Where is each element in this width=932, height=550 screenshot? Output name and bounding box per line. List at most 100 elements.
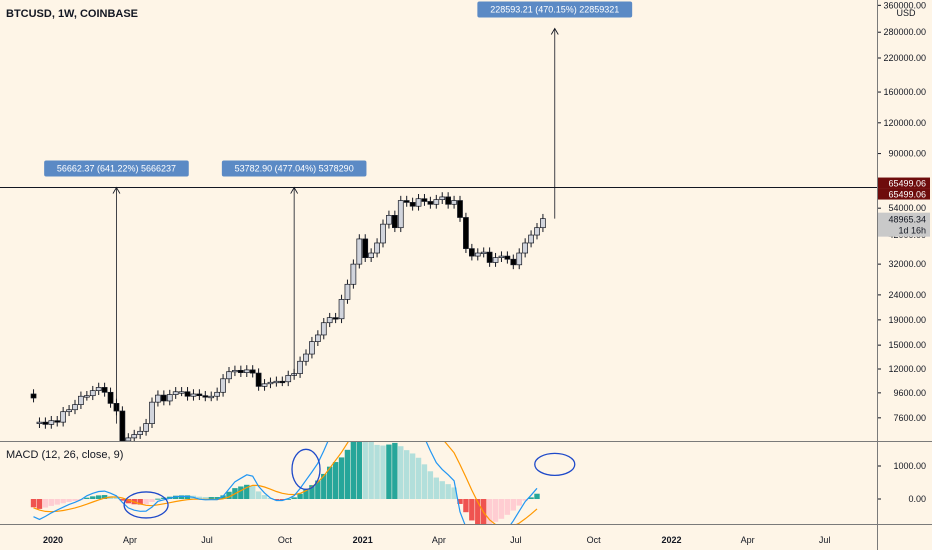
candle-body (190, 393, 197, 397)
macd-histogram-bar (421, 464, 428, 499)
macd-histogram-bar (66, 499, 72, 502)
candle-body (220, 378, 226, 393)
candle-body (314, 334, 321, 342)
macd-histogram-bar (249, 485, 256, 499)
macd-histogram-bar (30, 499, 37, 508)
candle-body (504, 255, 511, 260)
measure-arrowhead (550, 27, 559, 35)
macd-histogram-bar (155, 498, 161, 500)
macd-histogram-bar (522, 499, 528, 501)
candle-body (386, 214, 392, 225)
level-price-tag (878, 188, 930, 200)
macd-histogram-bar (42, 499, 49, 508)
measure-label: 228593.21 (470.15%) 22859321 (490, 4, 619, 14)
candle-body (54, 420, 61, 423)
macd-histogram-bar (350, 442, 357, 499)
macd-indicator-label[interactable]: MACD (12, 26, close, 9) (6, 449, 124, 461)
macd-histogram-bar (101, 495, 108, 499)
candle-body (492, 257, 499, 263)
level-price-tag-label: 65499.06 (888, 179, 926, 189)
macd-histogram-bar (48, 499, 55, 506)
candle-body (457, 200, 463, 218)
candle-body (403, 200, 410, 203)
measurement-tools[interactable]: 56662.37 (641.22%) 5666237 53782.90 (477.… (44, 1, 633, 424)
candle-body (261, 383, 268, 387)
candle-body (486, 251, 493, 263)
macd-histogram-bar (95, 495, 102, 499)
macd-histogram-bar (457, 499, 463, 504)
candle-body (273, 380, 280, 384)
candle-body (368, 252, 375, 258)
macd-histogram-bar (137, 499, 143, 505)
last-price-label: 48965.34 (888, 215, 926, 225)
price-axis[interactable]: 360000.00 280000.00 220000.00 160000.00 1200… (877, 0, 930, 423)
macd-histogram-bar (285, 498, 291, 500)
candle-body (362, 238, 369, 258)
candle-body (391, 214, 398, 229)
macd-tick-label: 1000.00 (893, 461, 926, 471)
macd-histogram-bar (72, 499, 78, 501)
macd-histogram-bar (516, 499, 522, 506)
candle-body (172, 391, 179, 395)
candle-body (540, 218, 546, 229)
time-tick-label: 2021 (353, 535, 373, 545)
macd-histogram-bar (279, 499, 286, 500)
macd-histogram-bar (368, 442, 374, 499)
macd-histogram-bar (486, 499, 493, 524)
candle-body (356, 238, 363, 265)
price-tick-label: 12000.00 (888, 364, 926, 374)
candle-body (42, 421, 49, 425)
candle-body (297, 360, 303, 374)
price-tick-label: 9600.00 (893, 388, 926, 398)
candle-body (468, 248, 475, 257)
candle-body (439, 196, 446, 200)
candle-body (237, 369, 244, 373)
measure-label: 56662.37 (641.22%) 5666237 (57, 164, 176, 174)
macd-histogram-bar (238, 486, 244, 499)
price-axis-unit: USD (896, 8, 916, 18)
time-axis[interactable]: 2020 Apr Jul Oct 2021 Apr Jul Oct 2022 Apr Jul (43, 535, 830, 545)
macd-histogram-bar (208, 497, 214, 499)
macd-histogram-bar (475, 499, 481, 524)
candle-body (72, 404, 78, 411)
macd-histogram-bar (492, 499, 499, 522)
price-tick-label: 120000.00 (883, 118, 926, 128)
macd-histogram-bar (309, 485, 315, 499)
candle-body (89, 390, 96, 397)
macd-histogram-bar (498, 499, 505, 519)
candle-body (510, 258, 517, 266)
candle-body (463, 217, 469, 249)
last-price-tag (878, 212, 930, 237)
time-tick-label: Apr (741, 535, 755, 545)
macd-histogram-bar (504, 499, 511, 515)
macd-histogram-bar (534, 493, 540, 499)
time-tick-label: Jul (201, 535, 213, 545)
price-tick-label: 32000.00 (888, 259, 926, 269)
price-tick-label: 360000.00 (883, 0, 926, 10)
candle-body (528, 234, 534, 244)
candle-body (344, 283, 351, 300)
macd-line (33, 442, 538, 524)
macd-histogram-bar (149, 499, 155, 502)
macd-histogram-bar (90, 496, 96, 499)
macd-histogram-bar (510, 499, 517, 511)
candle-body (101, 387, 108, 393)
candle-body (78, 395, 84, 405)
macd-histogram-bar (297, 493, 303, 499)
time-tick-label: Apr (123, 535, 137, 545)
candle-body (433, 199, 440, 205)
time-tick-label: Oct (278, 535, 293, 545)
candle-body (350, 263, 357, 285)
candle-body (131, 434, 138, 439)
candle-body (255, 372, 262, 387)
candle-body (374, 242, 380, 254)
macd-histogram-bar (125, 499, 132, 504)
time-tick-label: Apr (432, 535, 446, 545)
macd-histogram-bar (119, 499, 126, 501)
measure-label-box (44, 160, 189, 177)
candle-body (119, 410, 126, 442)
macd-histogram-bar (291, 497, 297, 499)
macd-histogram-bar (261, 495, 268, 499)
level-price-tag-label: 65499.06 (888, 190, 926, 200)
